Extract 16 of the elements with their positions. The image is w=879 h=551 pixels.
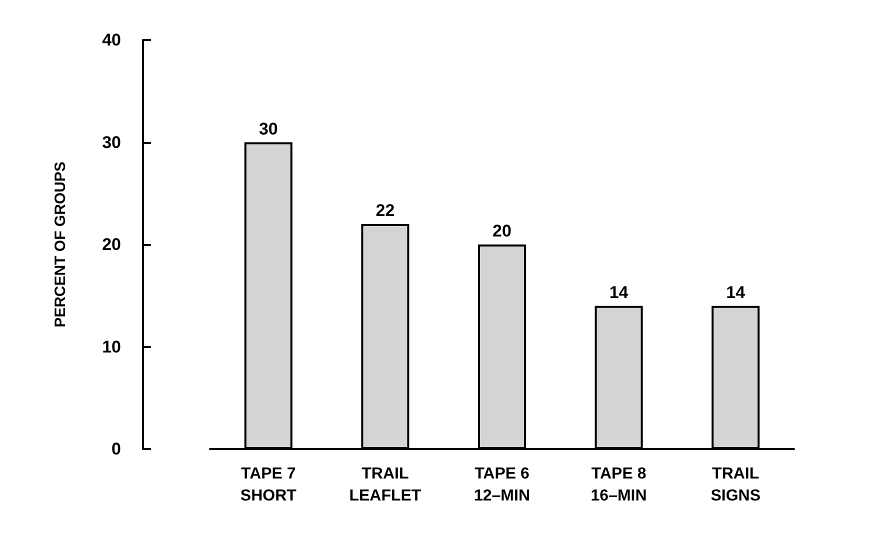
y-tick-label: 0: [112, 440, 121, 458]
x-tick-label: TAPE 6 12–MIN: [474, 466, 530, 504]
x-tick-label: TRAIL SIGNS: [710, 466, 761, 504]
data-label: 30: [258, 119, 278, 138]
y-tick-label: 10: [102, 337, 121, 356]
y-tick-label: 20: [102, 235, 121, 254]
y-tick-label: 40: [102, 30, 121, 50]
data-label: 20: [492, 222, 512, 240]
data-label: 22: [376, 201, 395, 220]
y-tick-label: 30: [102, 132, 121, 152]
x-tick-label: TRAIL LEAFLET: [349, 466, 422, 504]
x-tick-label: TAPE 7 SHORT: [240, 466, 297, 504]
y-axis-title: PERCENT OF GROUPS: [52, 162, 69, 328]
data-label: 14: [726, 282, 746, 302]
x-tick-label: TAPE 8 16–MIN: [590, 466, 647, 504]
data-label: 14: [609, 282, 629, 302]
